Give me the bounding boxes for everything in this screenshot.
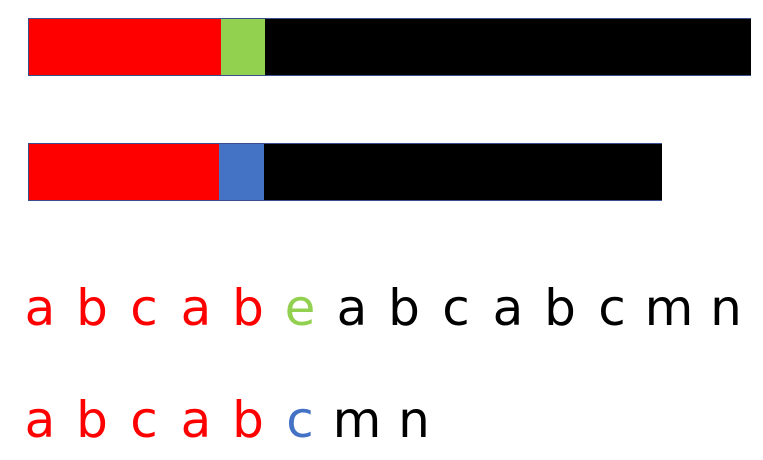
text-bar-matched-prefix [29, 19, 221, 75]
pattern-char: a [180, 391, 212, 449]
pattern-char: a [24, 391, 56, 449]
pattern-bar-matched-prefix [29, 144, 219, 200]
text-char: b [544, 279, 576, 337]
text-bar-mismatch [221, 19, 265, 75]
text-char: b [388, 279, 420, 337]
text-char: m [644, 279, 694, 337]
text-char: b [232, 279, 264, 337]
pattern-char: b [76, 391, 108, 449]
text-bar [28, 18, 751, 76]
text-bar-remaining [265, 19, 751, 75]
pattern-char-mismatch: c [286, 391, 314, 449]
pattern-bar-mismatch [219, 144, 264, 200]
pattern-char: c [130, 391, 158, 449]
text-char-mismatch: e [284, 279, 316, 337]
text-char: b [76, 279, 108, 337]
pattern-char: b [232, 391, 264, 449]
text-char: c [598, 279, 626, 337]
text-char: a [180, 279, 212, 337]
text-char: c [130, 279, 158, 337]
pattern-char: n [398, 391, 430, 449]
text-char: a [492, 279, 524, 337]
pattern-bar-remaining [264, 144, 662, 200]
pattern-bar [28, 143, 662, 201]
text-char: a [336, 279, 368, 337]
text-char: c [442, 279, 470, 337]
pattern-char: m [332, 391, 382, 449]
text-char: n [710, 279, 742, 337]
text-char: a [24, 279, 56, 337]
